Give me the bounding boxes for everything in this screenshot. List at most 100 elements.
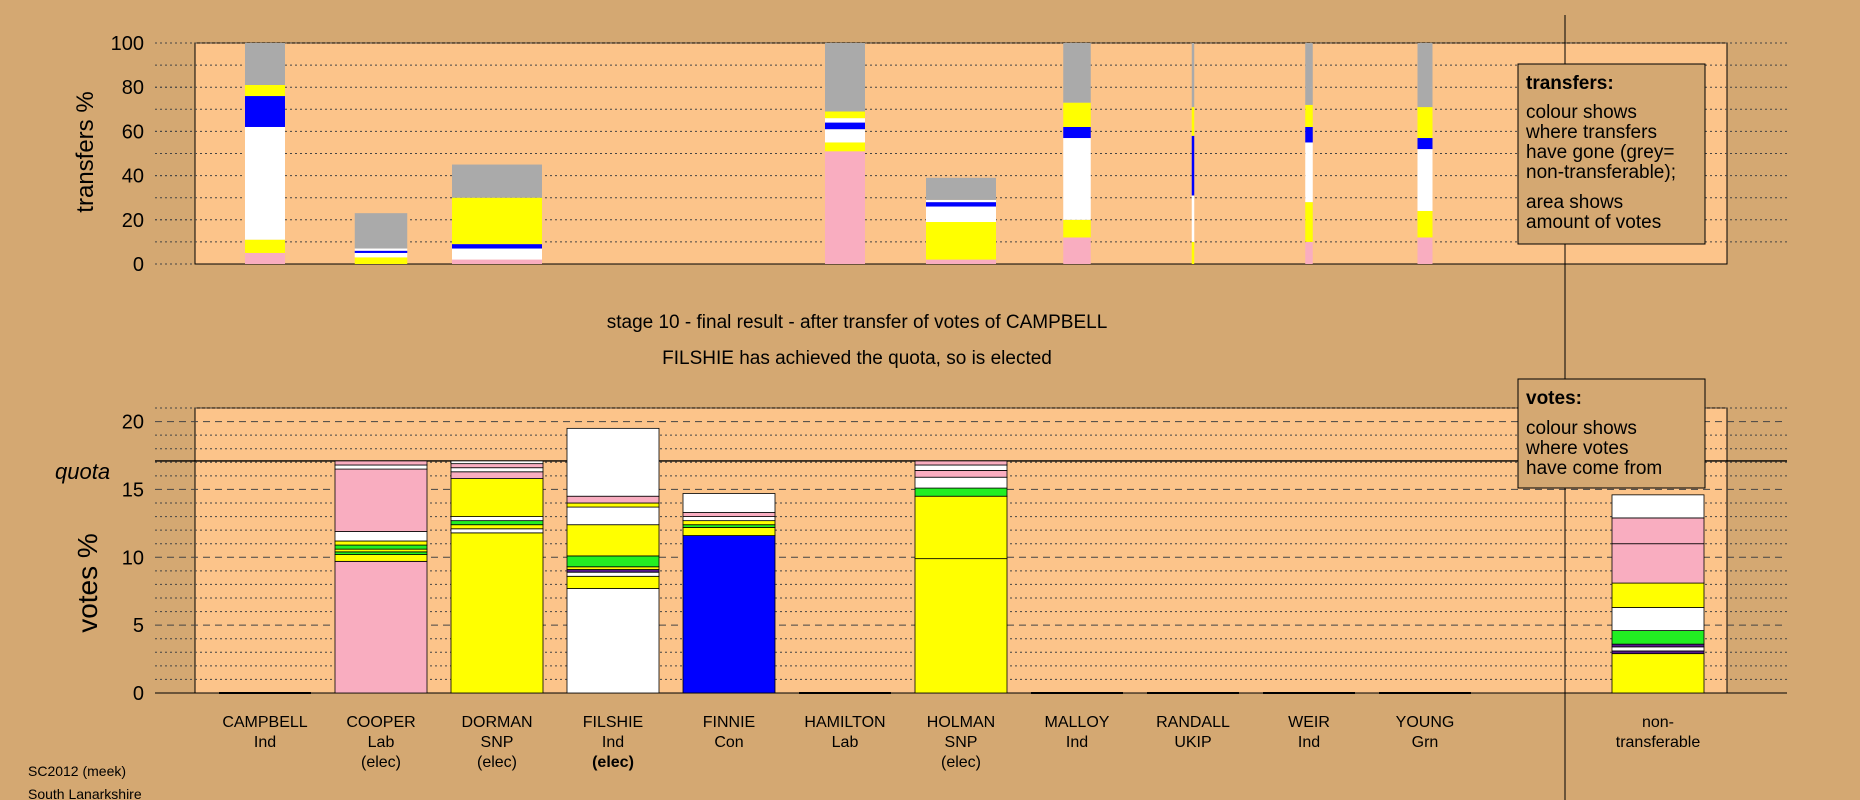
- vote-segment: [334, 464, 428, 470]
- transfer-segment: [354, 252, 408, 258]
- transfer-segment: [926, 177, 996, 200]
- vote-segment: [566, 569, 660, 573]
- vote-segment: [682, 493, 776, 513]
- transfer-segment: [1417, 237, 1433, 264]
- transfer-segment: [1063, 237, 1091, 264]
- vote-segment: [334, 460, 428, 466]
- transfer-segment: [1305, 104, 1313, 127]
- transfer-segment: [452, 164, 542, 198]
- transfers-legend-line: have gone (grey=: [1526, 142, 1674, 163]
- transfer-segment: [825, 118, 865, 123]
- vote-segment: [450, 528, 544, 534]
- transfers-bars: [245, 43, 1433, 264]
- candidate-status: (elec): [592, 754, 634, 771]
- tick-label: 20: [122, 412, 144, 434]
- vote-segment: [566, 555, 660, 568]
- votes-legend-line: have come from: [1526, 458, 1662, 479]
- transfer-segment: [245, 252, 285, 264]
- votes-legend-line: colour shows: [1526, 418, 1637, 439]
- tick-label: 10: [122, 547, 144, 569]
- vote-segment: [450, 478, 544, 517]
- transfer-segment: [1191, 43, 1195, 108]
- candidate-name: RANDALL: [1156, 714, 1230, 731]
- transfers-legend-box: [1517, 63, 1706, 245]
- vote-segment: [450, 532, 544, 694]
- transfer-segment: [245, 43, 285, 85]
- vote-segment: [566, 571, 660, 577]
- candidate-name: non-: [1642, 714, 1674, 731]
- vote-segment: [682, 516, 776, 522]
- vote-segment: [914, 558, 1008, 694]
- candidate-name: YOUNG: [1396, 714, 1455, 731]
- vote-segment: [334, 560, 428, 694]
- transfers-legend-title: transfers:: [1526, 73, 1614, 94]
- votes-legend-box: [1517, 378, 1706, 489]
- transfer-segment: [1305, 126, 1313, 143]
- vote-segment: [450, 471, 544, 479]
- vote-segment: [334, 468, 428, 532]
- transfer-segment: [1063, 138, 1091, 220]
- vote-segment: [450, 516, 544, 522]
- transfer-segment: [1417, 43, 1433, 108]
- transfer-segment: [1063, 219, 1091, 238]
- transfer-segment: [1191, 195, 1195, 242]
- footer-source: SC2012 (meek): [28, 763, 126, 779]
- transfer-segment: [245, 126, 285, 240]
- transfers-legend-line: amount of votes: [1526, 212, 1661, 233]
- candidate-party: Con: [714, 734, 743, 751]
- vote-segment: [682, 524, 776, 528]
- transfer-segment: [1191, 241, 1195, 264]
- vote-segment: [566, 427, 660, 497]
- vote-segment: [566, 506, 660, 526]
- votes-legend-title: votes:: [1526, 388, 1582, 409]
- quota-label: quota: [55, 459, 110, 484]
- vote-segment: [566, 495, 660, 504]
- transfer-segment: [452, 197, 542, 245]
- transfer-segment: [825, 142, 865, 152]
- transfer-segment: [245, 84, 285, 97]
- footer-region: South Lanarkshire: [28, 786, 142, 800]
- transfer-segment: [926, 206, 996, 223]
- vote-segment: [566, 524, 660, 557]
- transfer-segment: [245, 96, 285, 127]
- votes-legend-line: where votes: [1525, 438, 1628, 459]
- candidate-party: Lab: [832, 734, 859, 751]
- transfers-legend-line: area shows: [1526, 192, 1623, 213]
- vote-segment: [914, 460, 1008, 466]
- transfer-segment: [245, 239, 285, 253]
- vote-segment: [682, 512, 776, 517]
- vote-segment: [334, 548, 428, 553]
- vote-segment: [1611, 646, 1705, 652]
- tick-label: 100: [111, 33, 144, 55]
- vote-segment: [1611, 517, 1705, 545]
- candidate-party: SNP: [945, 734, 978, 751]
- transfer-segment: [1305, 202, 1313, 242]
- transfer-segment: [1305, 43, 1313, 105]
- vote-segment: [450, 460, 544, 465]
- vote-segment: [334, 540, 428, 546]
- vote-segment: [914, 464, 1008, 471]
- transfer-segment: [1305, 142, 1313, 203]
- transfer-segment: [1417, 107, 1433, 139]
- transfers-legend-line: non-transferable);: [1526, 162, 1676, 183]
- transfer-segment: [1191, 135, 1195, 196]
- vote-segment: [450, 524, 544, 530]
- transfer-segment: [354, 248, 408, 251]
- transfer-segment: [1063, 43, 1091, 103]
- candidate-party: Ind: [1298, 734, 1320, 751]
- vote-segment: [334, 554, 428, 562]
- transfer-segment: [825, 122, 865, 130]
- candidate-name: HOLMAN: [927, 714, 995, 731]
- transfer-segment: [354, 257, 408, 264]
- transfer-segment: [926, 202, 996, 207]
- transfers-y-ticks: 0 20 40 60 80 100: [111, 33, 195, 276]
- vote-segment: [566, 588, 660, 694]
- candidate-party: UKIP: [1174, 734, 1211, 751]
- transfer-segment: [452, 248, 542, 260]
- tick-label: 20: [122, 210, 144, 232]
- candidate-party: Ind: [1066, 734, 1088, 751]
- transfer-segment: [825, 43, 865, 112]
- vote-segment: [682, 520, 776, 526]
- candidate-name: MALLOY: [1045, 714, 1110, 731]
- transfer-segment: [1191, 107, 1195, 136]
